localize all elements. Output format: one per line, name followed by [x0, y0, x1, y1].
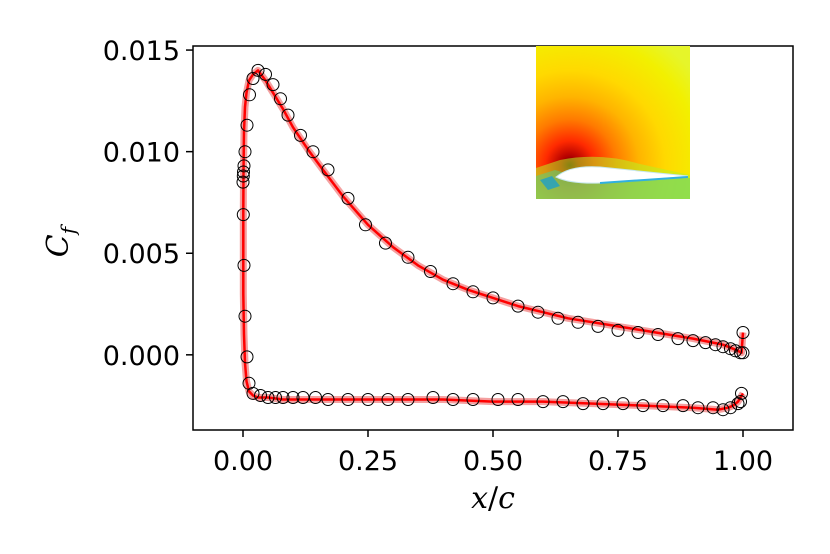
- reference-point: [426, 391, 440, 404]
- reference-point: [551, 311, 565, 325]
- reference-point: [656, 399, 670, 413]
- y-axis-label: Cf: [41, 223, 80, 257]
- reference-point: [321, 393, 335, 406]
- reference-point: [251, 63, 265, 77]
- reference-point: [531, 305, 545, 319]
- reference-point: [236, 169, 250, 183]
- reference-point: [699, 336, 712, 350]
- reference-point: [571, 315, 585, 329]
- reference-point: [276, 391, 290, 404]
- y-axis-label-main: C: [41, 234, 76, 257]
- reference-point: [556, 395, 570, 409]
- reference-point: [486, 291, 500, 305]
- reference-point: [309, 391, 322, 404]
- reference-point: [269, 391, 282, 404]
- reference-point: [466, 285, 480, 299]
- reference-point: [341, 191, 355, 205]
- reference-point: [238, 309, 252, 323]
- reference-point: [240, 350, 254, 364]
- reference-point: [266, 78, 280, 92]
- reference-point: [591, 319, 605, 333]
- reference-point: [611, 323, 625, 337]
- reference-point: [511, 393, 525, 406]
- y-tick-label: 0.015: [103, 36, 180, 67]
- reference-point: [446, 393, 460, 406]
- reference-point: [321, 163, 335, 177]
- reference-point: [511, 299, 525, 313]
- reference-point: [724, 401, 737, 415]
- reference-point: [734, 395, 747, 409]
- reference-point: [616, 397, 630, 411]
- reference-point: [491, 393, 505, 406]
- x-tick-label: 0.00: [213, 446, 273, 477]
- reference-point: [281, 108, 295, 122]
- reference-point: [401, 393, 415, 406]
- y-tick-label: 0.000: [103, 341, 180, 372]
- reference-point: [631, 326, 645, 339]
- reference-point: [709, 338, 722, 352]
- reference-point: [359, 218, 372, 232]
- reference-point: [341, 393, 355, 406]
- reference-point: [379, 236, 392, 250]
- y-axis-label-sub: f: [56, 223, 80, 236]
- reference-point: [237, 165, 250, 179]
- x-axis-label-c: c: [498, 481, 515, 516]
- reference-point: [261, 391, 275, 404]
- reference-point: [254, 389, 267, 402]
- reference-point: [736, 326, 750, 339]
- reference-point: [246, 72, 260, 85]
- reference-point: [671, 332, 685, 346]
- x-axis-label-slash: /: [488, 481, 499, 516]
- reference-point: [706, 401, 720, 415]
- reference-point: [686, 334, 700, 348]
- x-axis-label: x/c: [471, 481, 515, 516]
- reference-point: [536, 395, 550, 409]
- reference-point: [236, 175, 250, 189]
- reference-point: [424, 265, 437, 278]
- reference-point: [238, 145, 252, 159]
- y-axis-ticks: 0.000 0.005 0.010 0.015: [103, 36, 193, 372]
- x-axis-label-x: x: [471, 481, 488, 516]
- reference-point: [466, 393, 480, 406]
- y-tick-label: 0.010: [103, 138, 180, 169]
- inset-contour-image: [536, 46, 690, 199]
- x-tick-label: 0.50: [463, 446, 523, 477]
- prediction-line-path: [242, 69, 745, 411]
- reference-point: [306, 145, 320, 159]
- reference-point: [361, 393, 375, 406]
- y-tick-label: 0.005: [103, 239, 180, 270]
- reference-point: [731, 397, 745, 411]
- reference-point: [596, 397, 610, 411]
- reference-point: [274, 92, 287, 106]
- x-axis-ticks: 0.00 0.25 0.50 0.75 1.00: [213, 430, 773, 477]
- reference-point: [401, 250, 415, 264]
- reference-point: [246, 386, 260, 400]
- reference-point: [286, 391, 300, 404]
- reference-point: [381, 393, 395, 406]
- reference-point: [237, 159, 251, 173]
- reference-point: [236, 208, 250, 222]
- reference-point: [259, 67, 272, 81]
- x-tick-label: 0.75: [588, 446, 648, 477]
- reference-point: [240, 118, 254, 132]
- reference-point: [237, 258, 251, 272]
- reference-point: [636, 399, 650, 413]
- reference-point: [243, 88, 256, 102]
- x-tick-label: 0.25: [338, 446, 398, 477]
- reference-point: [294, 128, 307, 142]
- reference-markers: [236, 63, 750, 417]
- reference-point: [651, 328, 665, 341]
- x-tick-label: 1.00: [713, 446, 773, 477]
- reference-point: [716, 403, 730, 417]
- reference-point: [716, 340, 730, 354]
- reference-point: [691, 401, 705, 415]
- reference-point: [736, 346, 750, 360]
- reference-point: [446, 277, 460, 291]
- reference-point: [735, 386, 748, 400]
- reference-point: [576, 397, 590, 411]
- reference-point: [676, 399, 690, 413]
- prediction-line: [242, 69, 745, 411]
